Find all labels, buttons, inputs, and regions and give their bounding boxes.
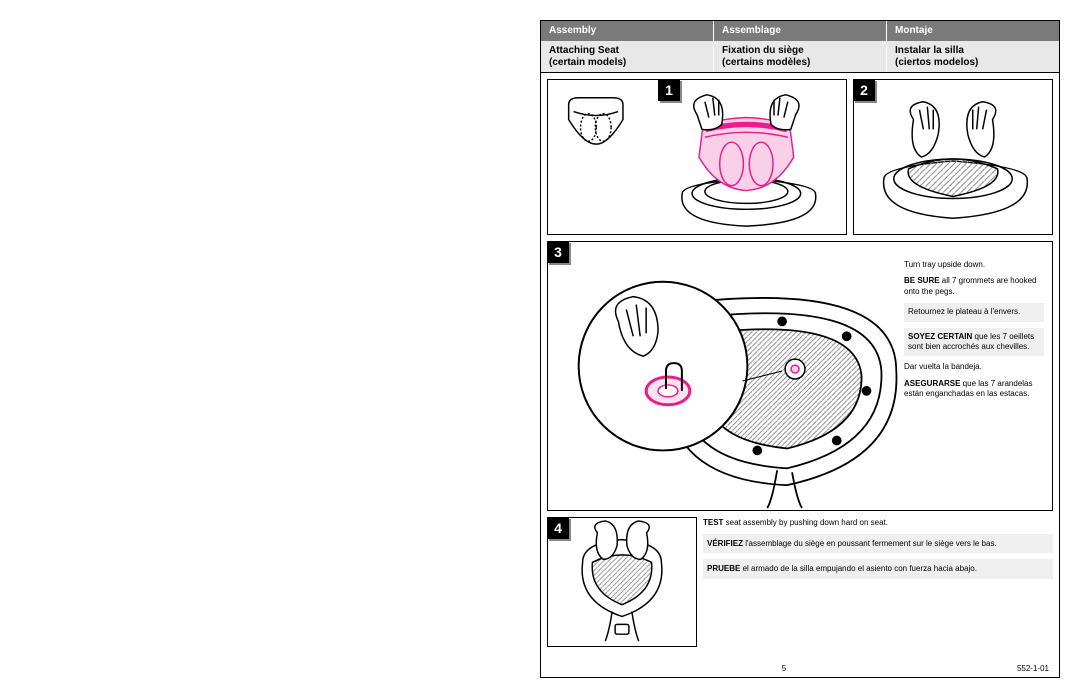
- row-1-2: 1: [547, 79, 1053, 235]
- s3-en-b: BE SURE all 7 grommets are hooked onto t…: [904, 276, 1044, 297]
- badge-3: 3: [547, 241, 569, 263]
- s3-en-b-bold: BE SURE: [904, 276, 940, 285]
- manual-page: Assembly Assemblage Montaje Attaching Se…: [540, 20, 1060, 678]
- sub-en-l2: (certain models): [549, 57, 626, 68]
- illus-step4: [548, 518, 696, 646]
- subheader-row: Attaching Seat (certain models) Fixation…: [541, 41, 1059, 73]
- s3-fr-a: Retournez le plateau à l'envers.: [904, 303, 1044, 321]
- s4-en-bold: TEST: [703, 518, 723, 527]
- content-area: 1: [541, 73, 1059, 653]
- s3-en-a: Turn tray upside down.: [904, 260, 1044, 270]
- sub-es-l2: (ciertos modelos): [895, 57, 978, 68]
- s4-en: TEST seat assembly by pushing down hard …: [703, 517, 1053, 528]
- s3-es-a: Dar vuelta la bandeja.: [904, 362, 1044, 372]
- s3-fr-b: SOYEZ CERTAIN que les 7 oeillets sont bi…: [904, 328, 1044, 357]
- s3-es-b: ASEGURARSE que las 7 arandelas están eng…: [904, 379, 1044, 400]
- s4-fr-rest: l'assemblage du siège en poussant fermem…: [743, 539, 997, 548]
- sub-es: Instalar la silla (ciertos modelos): [887, 41, 1059, 72]
- row-4: 4: [547, 517, 1053, 647]
- s3-es-b-bold: ASEGURARSE: [904, 379, 960, 388]
- page-number: 5: [782, 664, 786, 673]
- s3-fr-b-bold: SOYEZ CERTAIN: [908, 332, 972, 341]
- sub-es-l1: Instalar la silla: [895, 45, 964, 56]
- header-es: Montaje: [887, 21, 1059, 41]
- doc-code: 552-1-01: [1017, 664, 1049, 673]
- panel-step4: 4: [547, 517, 697, 647]
- footer: 5 552-1-01: [541, 664, 1059, 673]
- header-fr: Assemblage: [714, 21, 887, 41]
- sub-en-l1: Attaching Seat: [549, 45, 619, 56]
- panel-step2: 2: [853, 79, 1053, 235]
- s4-fr-bold: VÉRIFIEZ: [707, 539, 743, 548]
- sub-en: Attaching Seat (certain models): [541, 41, 714, 72]
- s4-en-rest: seat assembly by pushing down hard on se…: [723, 518, 888, 527]
- panel-step1: 1: [547, 79, 847, 235]
- illus-step2: [854, 80, 1052, 234]
- badge-4: 4: [547, 517, 569, 539]
- step4-text-block: TEST seat assembly by pushing down hard …: [703, 517, 1053, 647]
- panel-step3: 3: [547, 241, 1053, 511]
- badge-1: 1: [658, 79, 680, 101]
- s4-fr: VÉRIFIEZ l'assemblage du siège en poussa…: [703, 534, 1053, 553]
- s4-es-bold: PRUEBE: [707, 564, 740, 573]
- sub-fr: Fixation du siège (certains modèles): [714, 41, 887, 72]
- sub-fr-l2: (certains modèles): [722, 57, 810, 68]
- badge-2: 2: [853, 79, 875, 101]
- illus-step1: [548, 80, 846, 234]
- sub-fr-l1: Fixation du siège: [722, 45, 804, 56]
- header-row: Assembly Assemblage Montaje: [541, 21, 1059, 41]
- step3-text-block: Turn tray upside down. BE SURE all 7 gro…: [904, 260, 1044, 406]
- s4-es: PRUEBE el armado de la silla empujando e…: [703, 559, 1053, 578]
- header-en: Assembly: [541, 21, 714, 41]
- s4-es-rest: el armado de la silla empujando el asien…: [740, 564, 977, 573]
